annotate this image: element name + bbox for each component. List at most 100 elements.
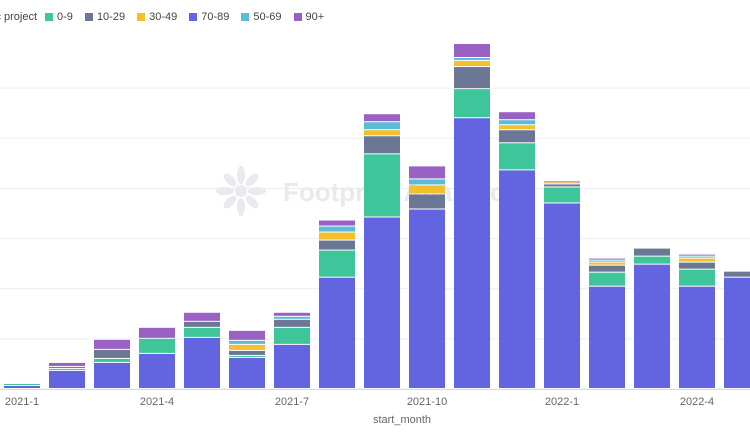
bar-segment-2021-5-0-9[interactable] (184, 327, 220, 337)
bar-segment-2021-12-90+[interactable] (499, 112, 535, 120)
bar-segment-2021-6-70-89[interactable] (229, 357, 265, 388)
bar-segment-2022-5-10-29[interactable] (724, 271, 750, 277)
bar-segment-2021-7-10-29[interactable] (274, 319, 310, 327)
legend-swatch-0-9 (45, 13, 54, 21)
bar-segment-2022-2-50-69[interactable] (589, 260, 625, 262)
bar-segment-2021-6-50-69[interactable] (229, 340, 265, 344)
bar-segment-2021-9-90+[interactable] (364, 114, 400, 122)
bar-segment-2021-11-30-49[interactable] (454, 61, 490, 67)
bar-segment-2021-3-10-29[interactable] (94, 349, 130, 358)
bar-segment-2021-11-10-29[interactable] (454, 67, 490, 89)
bar-segment-2021-10-30-49[interactable] (409, 185, 445, 194)
bar-segment-2022-1-70-89[interactable] (544, 203, 580, 388)
bar-segment-2021-8-30-49[interactable] (319, 232, 355, 240)
bar-segment-2022-2-0-9[interactable] (589, 272, 625, 286)
bar-segment-2021-4-90+[interactable] (139, 327, 175, 338)
bar-segment-2022-4-90+[interactable] (679, 254, 715, 256)
bar-segment-2021-6-30-49[interactable] (229, 344, 265, 350)
bar-segment-2022-4-50-69[interactable] (679, 256, 715, 258)
bar-segment-2021-12-70-89[interactable] (499, 170, 535, 388)
bar-segment-2021-8-50-69[interactable] (319, 226, 355, 232)
bar-segment-2021-2-0-9[interactable] (49, 368, 85, 370)
bar-segment-2021-7-50-69[interactable] (274, 316, 310, 319)
bar-segment-2021-7-90+[interactable] (274, 312, 310, 316)
bar-segment-2021-1-70-89[interactable] (4, 385, 40, 388)
bar-segment-2022-3-0-9[interactable] (634, 256, 670, 264)
x-tick-label: 2021-10 (407, 396, 447, 408)
bar-segment-2021-12-10-29[interactable] (499, 130, 535, 143)
legend-label-70-89: 70-89 (201, 11, 230, 23)
bar-segment-2021-5-70-89[interactable] (184, 337, 220, 388)
bar-segment-2022-1-10-29[interactable] (544, 184, 580, 187)
bars (4, 44, 750, 389)
bar-segment-2021-6-10-29[interactable] (229, 350, 265, 355)
bar-segment-2021-2-10-29[interactable] (49, 366, 85, 368)
bar-segment-2022-4-10-29[interactable] (679, 262, 715, 269)
bar-segment-2022-4-0-9[interactable] (679, 269, 715, 286)
legend-item-70-89[interactable]: 70-89 (189, 11, 229, 23)
bar-segment-2021-12-0-9[interactable] (499, 143, 535, 170)
legend-item-10-29[interactable]: 10-29 (84, 11, 126, 23)
bar-segment-2021-11-90+[interactable] (454, 44, 490, 58)
x-tick-label: 2022-1 (545, 396, 579, 408)
bar-segment-2022-1-30-49[interactable] (544, 182, 580, 184)
bar-segment-2021-9-50-69[interactable] (364, 122, 400, 130)
bar-segment-2022-1-90+[interactable] (544, 181, 580, 183)
bar-segment-2022-2-70-89[interactable] (589, 286, 625, 388)
bar-segment-2022-1-0-9[interactable] (544, 187, 580, 203)
bar-segment-2021-6-90+[interactable] (229, 330, 265, 340)
bar-segment-2021-5-10-29[interactable] (184, 321, 220, 327)
bar-segment-2021-9-70-89[interactable] (364, 217, 400, 388)
x-axis: 2021-1 2021-4 2021-7 2021-10 2022-1 2022-4 (0, 389, 750, 408)
bar-segment-2021-3-70-89[interactable] (94, 362, 130, 388)
legend-item-90plus[interactable]: 90+ (293, 11, 324, 23)
legend-title: ic project (0, 11, 38, 23)
bar-segment-2022-3-10-29[interactable] (634, 248, 670, 256)
bar-segment-2021-4-0-9[interactable] (139, 338, 175, 353)
bar-segment-2021-11-0-9[interactable] (454, 89, 490, 118)
legend-swatch-30-49 (137, 13, 146, 21)
bar-segment-2021-10-90+[interactable] (409, 166, 445, 179)
x-tick-label: 2021-4 (140, 396, 174, 408)
bar-segment-2021-2-70-89[interactable] (49, 370, 85, 388)
bar-segment-2022-2-30-49[interactable] (589, 262, 625, 265)
footprint-logo-icon (216, 166, 266, 216)
legend-item-50-69[interactable]: 50-69 (241, 11, 282, 23)
bar-segment-2021-3-90+[interactable] (94, 339, 130, 349)
bar-segment-2021-7-70-89[interactable] (274, 344, 310, 388)
bar-segment-2021-8-10-29[interactable] (319, 240, 355, 250)
bar-segment-2021-4-70-89[interactable] (139, 353, 175, 388)
bar-segment-2021-12-50-69[interactable] (499, 120, 535, 125)
bar-segment-2021-6-0-9[interactable] (229, 355, 265, 357)
legend-item-0-9[interactable]: 0-9 (45, 11, 73, 23)
bar-segment-2021-11-50-69[interactable] (454, 58, 490, 61)
bar-segment-2022-4-30-49[interactable] (679, 258, 715, 262)
legend-label-0-9: 0-9 (57, 11, 73, 23)
bar-segment-2022-2-90+[interactable] (589, 258, 625, 260)
bar-segment-2021-3-0-9[interactable] (94, 358, 130, 362)
bar-segment-2021-7-0-9[interactable] (274, 327, 310, 344)
legend-swatch-70-89 (189, 13, 198, 21)
bar-segment-2021-8-70-89[interactable] (319, 277, 355, 388)
bar-segment-2021-8-0-9[interactable] (319, 250, 355, 277)
bar-segment-2021-11-70-89[interactable] (454, 118, 490, 389)
bar-segment-2021-5-90+[interactable] (184, 312, 220, 321)
bar-segment-2022-4-70-89[interactable] (679, 286, 715, 388)
bar-segment-2022-3-70-89[interactable] (634, 264, 670, 388)
x-axis-label: start_month (373, 414, 431, 426)
legend-item-30-49[interactable]: 30-49 (137, 11, 177, 23)
bar-segment-2022-5-70-89[interactable] (724, 277, 750, 388)
bar-segment-2021-9-30-49[interactable] (364, 130, 400, 136)
bar-segment-2021-8-90+[interactable] (319, 220, 355, 226)
bar-segment-2021-1-0-9[interactable] (4, 383, 40, 385)
legend-label-10-29: 10-29 (96, 11, 126, 23)
bar-segment-2021-10-70-89[interactable] (409, 209, 445, 388)
bar-segment-2021-9-0-9[interactable] (364, 154, 400, 217)
bar-segment-2021-2-90+[interactable] (49, 362, 85, 366)
bar-segment-2022-2-10-29[interactable] (589, 265, 625, 272)
bar-segment-2021-10-50-69[interactable] (409, 179, 445, 185)
bar-segment-2021-9-10-29[interactable] (364, 136, 400, 154)
bar-segment-2021-10-10-29[interactable] (409, 194, 445, 209)
bar-segment-2021-12-30-49[interactable] (499, 125, 535, 130)
